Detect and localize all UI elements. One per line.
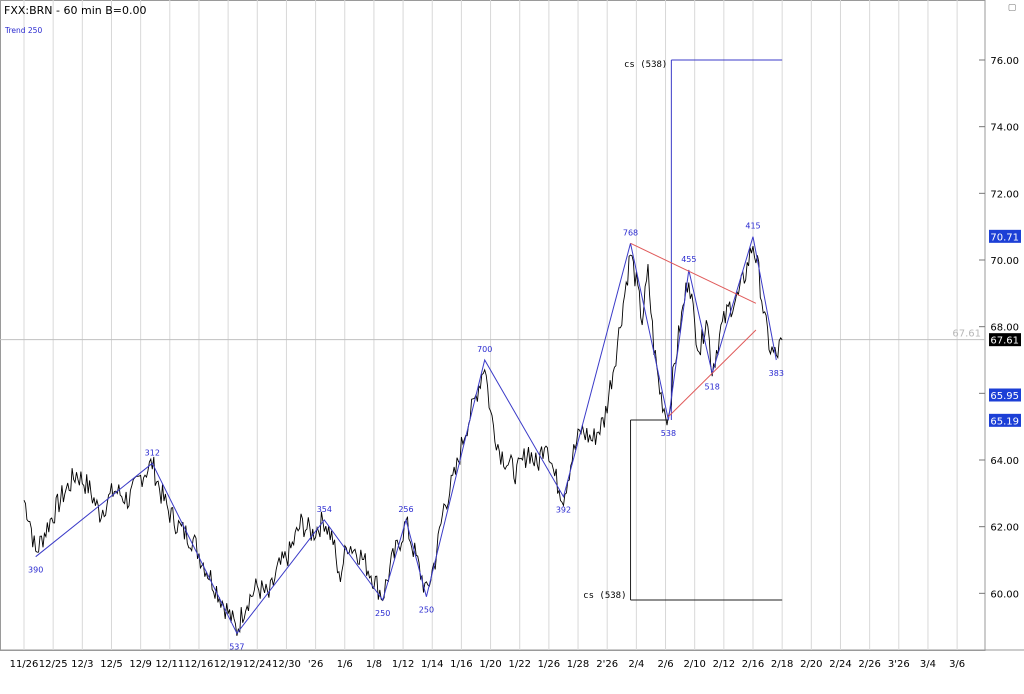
x-tick-label: 3/4: [920, 659, 936, 670]
x-tick-label: 1/20: [479, 659, 501, 670]
zigzag-point-label: 538: [661, 429, 676, 438]
x-tick-label: 2/20: [800, 659, 822, 670]
price-tag: 65.19: [989, 413, 1021, 427]
price-layer: [23, 246, 783, 636]
study-label: Trend 250: [4, 26, 42, 35]
y-tick-label: 60.00: [990, 589, 1019, 600]
cs-box-label: cs (538): [583, 591, 626, 601]
x-tick-label: 3/6: [949, 659, 965, 670]
x-tick-label: 2/4: [628, 659, 644, 670]
price-tag: 70.71: [989, 229, 1021, 243]
x-tick-label: 12/5: [100, 659, 122, 670]
price-tag-label: 67.61: [990, 336, 1019, 347]
y-tick-label: 76.00: [990, 56, 1019, 67]
x-tick-label: 12/19: [214, 659, 243, 670]
zigzag-layer: 390 312 537 354 250 256 250 700 392 768 538 455 518 4…: [28, 222, 784, 652]
x-tick-label: 2/12: [713, 659, 735, 670]
x-tick-label: 2/10: [683, 659, 705, 670]
y-tick-label: 62.00: [990, 523, 1019, 534]
y-tick-label: 72.00: [990, 189, 1019, 200]
x-tick-label: 12/11: [155, 659, 184, 670]
x-tick-label: 3'26: [888, 659, 910, 670]
x-tick-label: 1/6: [337, 659, 353, 670]
x-tick-label: 1/22: [508, 659, 530, 670]
x-tick-label: 1/8: [366, 659, 382, 670]
zigzag-point-label: 250: [419, 606, 434, 615]
y-tick-label: 64.00: [990, 456, 1019, 467]
x-tick-label: 1/26: [538, 659, 560, 670]
wedge-trendline: [668, 329, 757, 418]
x-tick-label: 2/26: [858, 659, 880, 670]
x-axis: 11/26 12/25 12/3 12/5 12/9 12/11 12/16 12/19 12/…: [10, 659, 966, 670]
price-tag-label: 65.95: [990, 391, 1019, 402]
zigzag-line: [35, 236, 777, 635]
symbol-title: FXX:BRN - 60 min B=0.00: [4, 4, 146, 17]
x-tick-label: 2/6: [657, 659, 673, 670]
price-tag: 65.95: [989, 388, 1021, 402]
zigzag-point-label: 256: [398, 505, 413, 514]
y-tick-label: 74.00: [990, 123, 1019, 134]
wedge-trendline: [630, 242, 757, 304]
price-tag: 67.61: [989, 333, 1021, 347]
x-tick-label: '26: [308, 659, 323, 670]
x-tick-label: 1/16: [450, 659, 472, 670]
last-price-ghost-label: 67.61: [952, 329, 981, 340]
price-tag-box: [989, 333, 1021, 347]
zigzag-point-label: 518: [705, 382, 720, 391]
x-tick-label: 2/16: [742, 659, 764, 670]
x-tick-label: 12/9: [129, 659, 151, 670]
x-tick-label: 1/14: [421, 659, 443, 670]
x-tick-label: 2'26: [596, 659, 618, 670]
zigzag-point-label: 415: [745, 222, 760, 231]
price-tag-label: 70.71: [990, 232, 1019, 243]
price-tag-box: [989, 413, 1021, 427]
zigzag-point-label: 392: [556, 506, 571, 515]
overlay-layer: 67.61 cs (538) cs (538): [0, 59, 985, 601]
window-corner-icon[interactable]: ▢: [1008, 3, 1017, 13]
x-tick-label: 11/26: [10, 659, 39, 670]
zigzag-point-label: 390: [28, 566, 43, 575]
price-tag-label: 65.19: [990, 416, 1019, 427]
x-tick-label: 12/30: [272, 659, 301, 670]
zigzag-point-label: 312: [145, 448, 160, 457]
zigzag-point-label: 383: [769, 369, 784, 378]
zigzag-point-label: 455: [681, 255, 696, 264]
zigzag-point-label: 537: [229, 642, 244, 651]
zigzag-point-label: 250: [375, 609, 390, 618]
y-tick-label: 70.00: [990, 256, 1019, 267]
x-tick-label: 12/24: [243, 659, 272, 670]
grid-layer: [0, 0, 1024, 651]
price-tag-box: [989, 229, 1021, 243]
cs-box-label: cs (538): [624, 60, 667, 70]
zigzag-point-label: 354: [317, 505, 332, 514]
x-tick-label: 1/28: [567, 659, 589, 670]
price-series-line: [23, 246, 783, 636]
zigzag-point-label: 700: [477, 345, 492, 354]
price-tags: 70.71 67.61 65.95 65.19 ▢: [989, 3, 1021, 427]
x-tick-label: 2/24: [829, 659, 851, 670]
x-tick-label: 2/18: [771, 659, 793, 670]
zigzag-point-label: 768: [623, 228, 638, 237]
price-tag-box: [989, 388, 1021, 402]
x-tick-label: 12/3: [71, 659, 93, 670]
x-tick-label: 12/25: [39, 659, 68, 670]
x-tick-label: 1/12: [392, 659, 414, 670]
x-tick-label: 12/16: [185, 659, 214, 670]
y-tick-label: 68.00: [990, 323, 1019, 334]
